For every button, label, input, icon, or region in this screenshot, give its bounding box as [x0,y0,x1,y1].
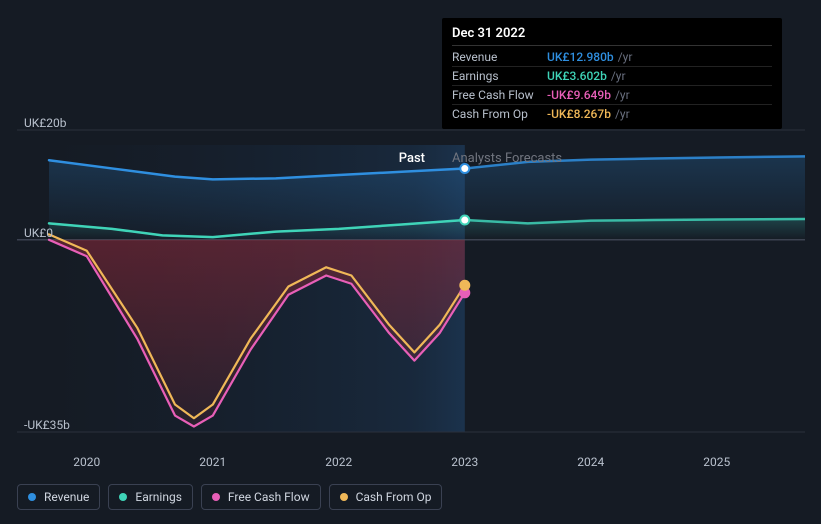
tooltip-value: -UK£9.649b [547,88,611,102]
x-tick-label: 2024 [577,455,604,469]
x-tick-label: 2023 [451,455,478,469]
legend-dot-icon [28,493,36,501]
y-tick-label: UK£20b [24,116,67,130]
y-tick-label: -UK£35b [24,418,70,432]
tooltip-row: RevenueUK£12.980b/yr [452,48,772,67]
legend-label: Free Cash Flow [228,490,310,504]
tooltip-key: Earnings [452,69,547,83]
tooltip-key: Revenue [452,50,547,64]
tooltip-row: Free Cash Flow-UK£9.649b/yr [452,86,772,105]
y-tick-label: UK£0 [24,226,53,240]
past-label: Past [399,151,425,166]
legend-dot-icon [340,493,348,501]
legend-label: Earnings [135,490,182,504]
tooltip-unit: /yr [618,50,633,64]
tooltip-unit: /yr [615,107,630,121]
legend-item-cfo[interactable]: Cash From Op [329,484,443,510]
legend-dot-icon [212,493,220,501]
legend-item-earnings[interactable]: Earnings [108,484,193,510]
legend-label: Cash From Op [356,490,432,504]
forecast-label: Analysts Forecasts [452,151,562,166]
tooltip-row: EarningsUK£3.602b/yr [452,67,772,86]
tooltip-unit: /yr [615,88,630,102]
legend-label: Revenue [44,490,89,504]
legend-dot-icon [119,493,127,501]
tooltip-key: Cash From Op [452,107,547,121]
legend-item-fcf[interactable]: Free Cash Flow [201,484,321,510]
legend-item-revenue[interactable]: Revenue [17,484,100,510]
tooltip-value: -UK£8.267b [547,107,611,121]
tooltip-value: UK£3.602b [547,69,607,83]
chart-tooltip: Dec 31 2022 RevenueUK£12.980b/yrEarnings… [442,18,782,129]
tooltip-key: Free Cash Flow [452,88,547,102]
x-tick-label: 2025 [703,455,730,469]
x-tick-label: 2021 [199,455,226,469]
legend: Revenue Earnings Free Cash Flow Cash From O… [17,484,442,510]
tooltip-unit: /yr [611,69,626,83]
tooltip-value: UK£12.980b [547,50,614,64]
x-tick-label: 2022 [325,455,352,469]
chart-container: Past Analysts Forecasts Dec 31 2022 Reve… [17,0,805,475]
tooltip-row: Cash From Op-UK£8.267b/yr [452,105,772,123]
x-tick-label: 2020 [73,455,100,469]
tooltip-date: Dec 31 2022 [452,26,772,46]
